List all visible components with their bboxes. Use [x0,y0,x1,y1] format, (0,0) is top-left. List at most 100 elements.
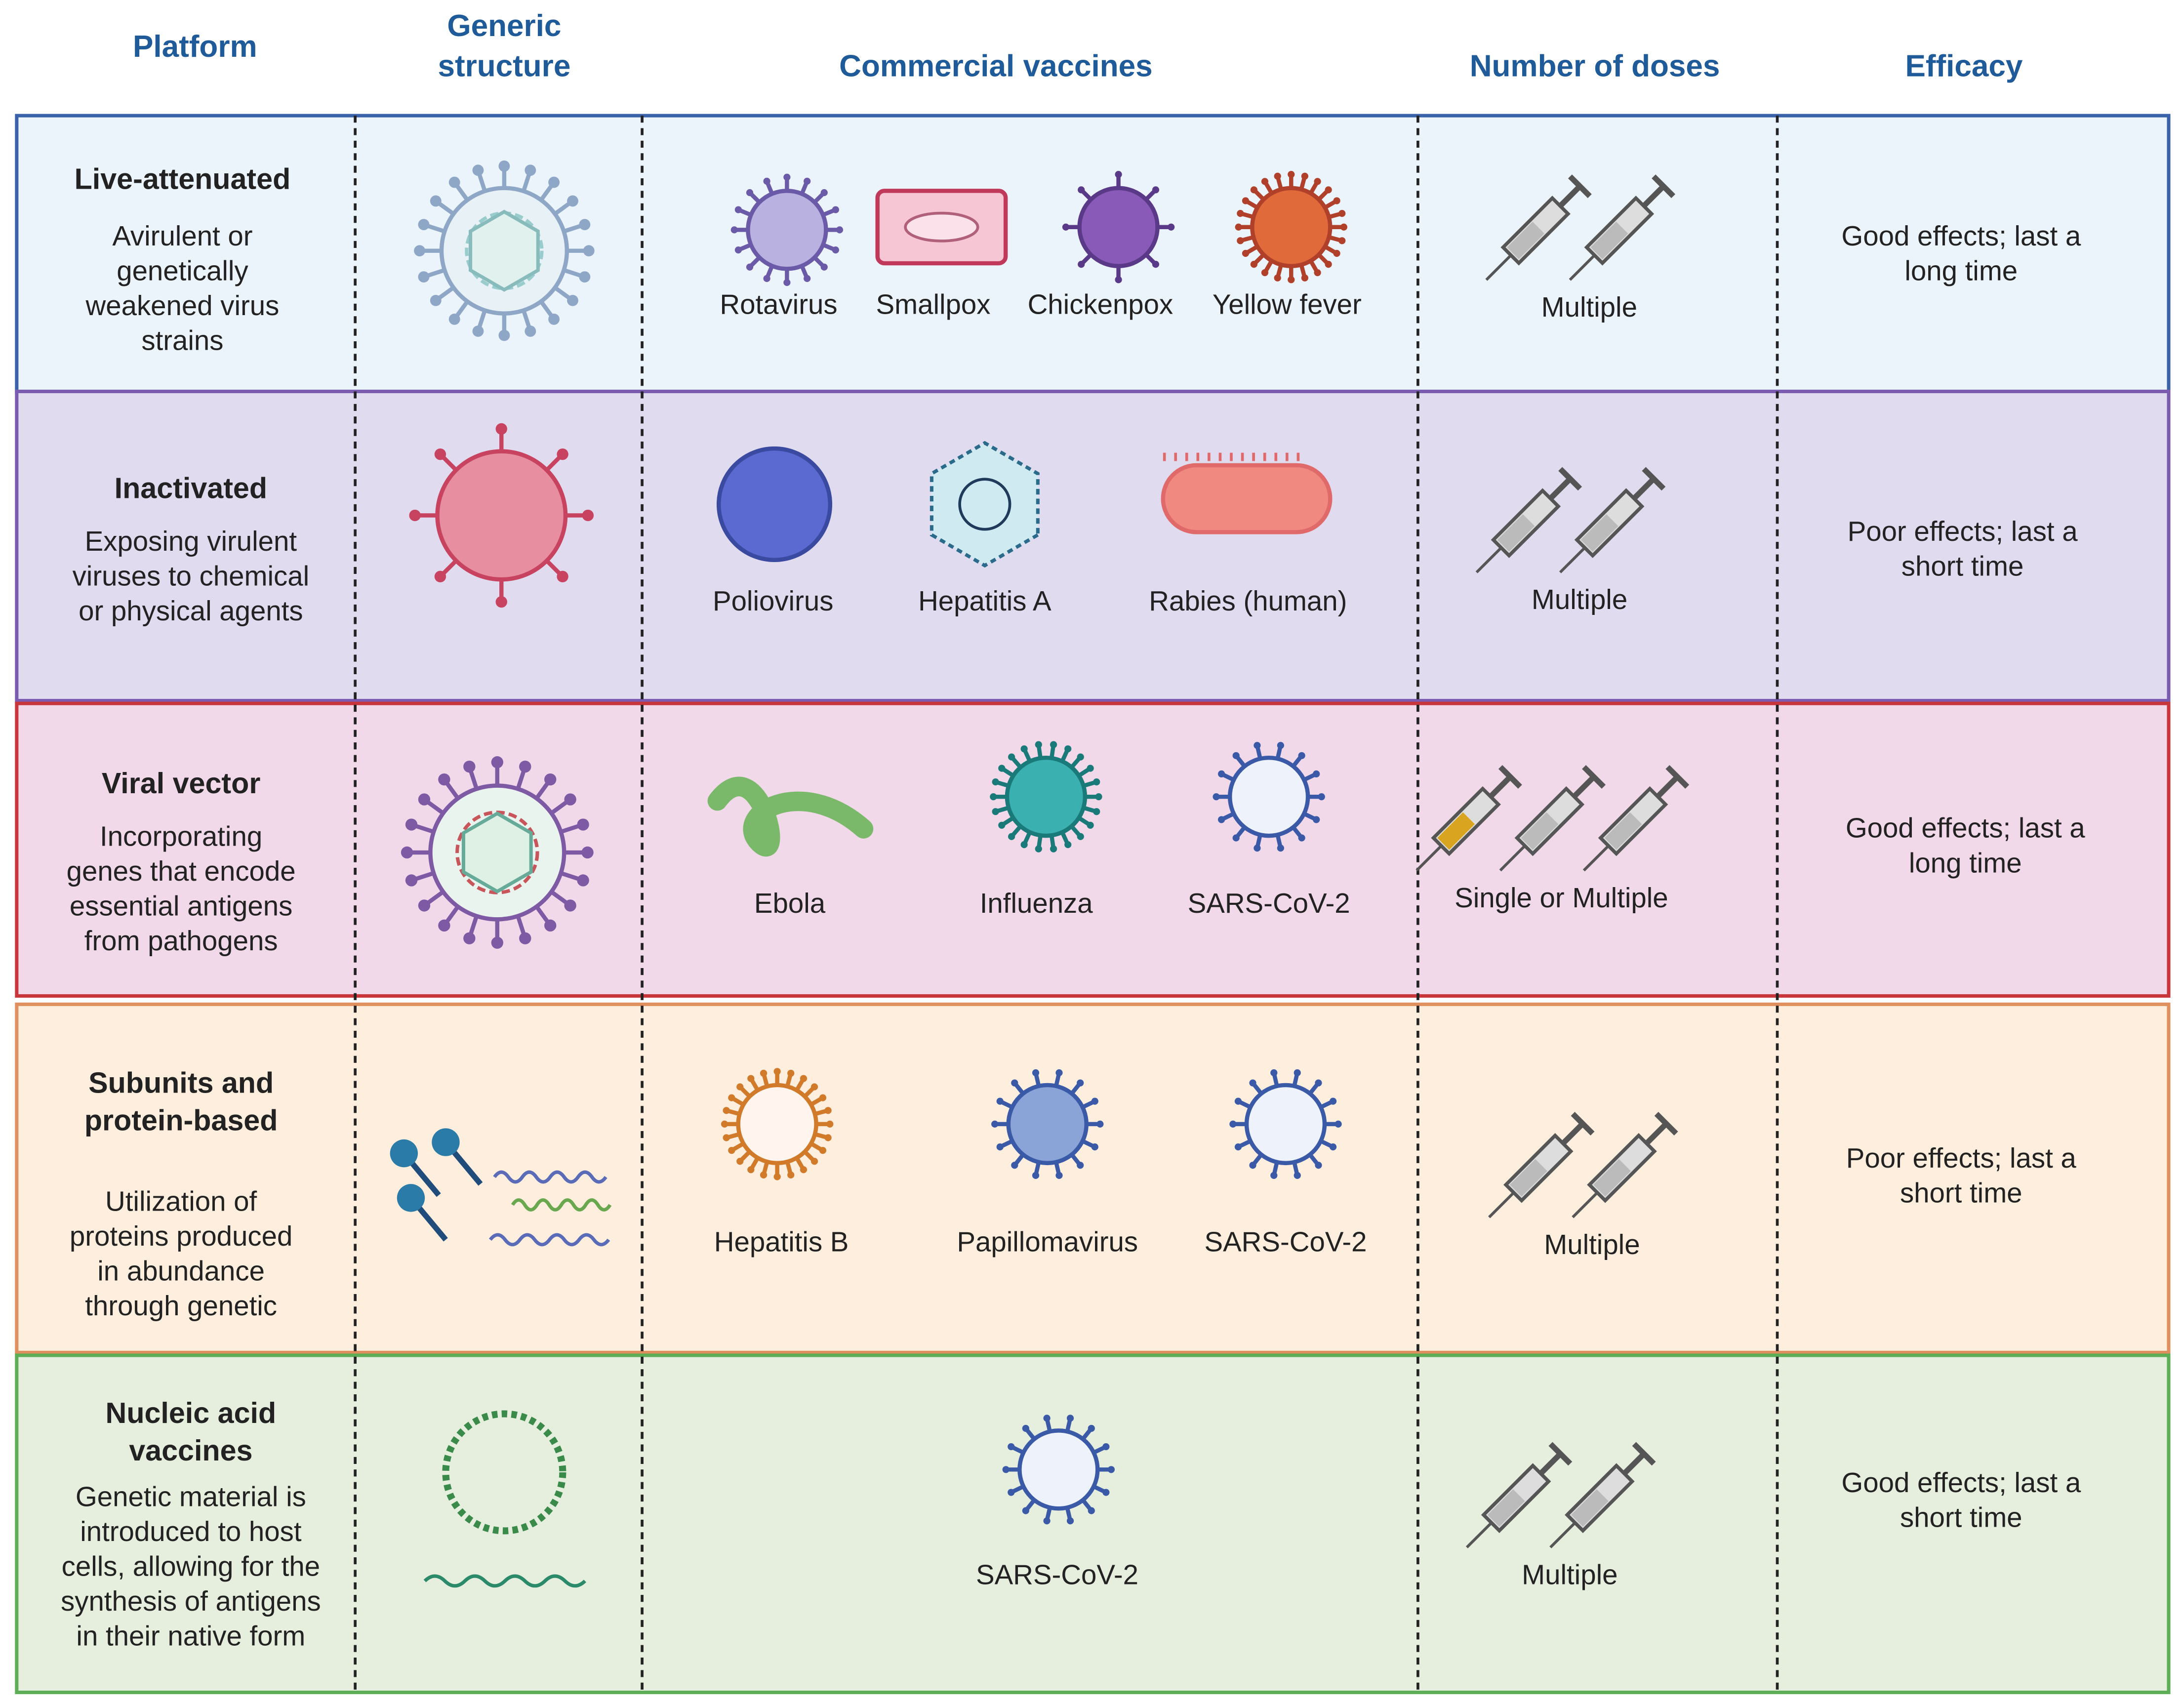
spike-tip [1335,1120,1342,1128]
syringe-icon [1465,1442,1573,1548]
platform-description: strains [141,325,223,356]
spike-tip [820,189,828,197]
spike-tip [721,1120,728,1128]
needle [1465,1522,1493,1548]
plunger-head [1571,1112,1595,1136]
spike-tip [498,329,510,341]
plunger [1548,477,1573,501]
spike-tip [819,1147,827,1154]
vaccine-name: Chickenpox [1028,288,1173,320]
spike-tip [826,1120,834,1128]
spike-tip [1008,1443,1015,1451]
spike-tip [1294,1172,1301,1179]
spike-tip [1261,178,1269,185]
row-background [15,1002,2171,1354]
hexagon [461,811,533,894]
spike-tip [760,1171,768,1178]
spike-tip [783,279,791,286]
efficacy-text: Good effects; last a [1841,1467,2081,1498]
spike-tip [1314,269,1321,277]
spike-tip [409,509,421,522]
column-header: Efficacy [1905,49,2022,83]
spike-tip [1107,1466,1115,1473]
capsid [736,1083,818,1166]
spike-tip [1066,1517,1074,1525]
capsid [1250,186,1333,268]
vaccine-name: Hepatitis B [714,1226,849,1257]
liquid [1487,1489,1525,1527]
plunger-head [1498,765,1522,789]
syringe-icon [1582,765,1690,872]
spike-tip [787,1171,795,1178]
spike-tip [1066,1415,1074,1422]
spike-tip [1020,745,1028,753]
spike-tip [1077,833,1084,840]
spike-tip [1242,249,1250,257]
spike-tip [1078,260,1085,268]
spike-tip [1035,845,1042,852]
spike-tip [1237,237,1244,244]
spike-tip [1229,1120,1237,1128]
spike-tip [763,275,770,282]
spike-tip [1055,1069,1063,1077]
spike-tip [1102,1443,1110,1451]
squiggle [488,1233,610,1247]
spike-tip [992,808,999,815]
spike-tip [747,1166,755,1174]
vaccine-name: Rabies (human) [1149,585,1347,616]
spike-tip [1093,808,1100,815]
platform-description: Utilization of [105,1186,257,1217]
spike-tip [491,756,503,769]
spike-tip [1032,1069,1040,1077]
spike-tip [525,164,536,176]
spike-tip [577,818,589,831]
spike-tip [1095,793,1102,801]
spike-tip [1062,223,1070,231]
spike-tip [1050,845,1057,852]
spike-tip [736,1158,744,1165]
spike-tip [1152,260,1160,268]
spike-tip [1064,745,1072,753]
spike-tip [998,765,1006,772]
vaccine-name: Influenza [980,888,1093,919]
spike-tip [728,1147,735,1154]
spike-tip [1091,1143,1098,1151]
spike-tip [557,570,568,583]
spike-tip [824,1134,832,1141]
spike-tip [800,1075,808,1082]
spike-tip [728,1094,735,1101]
liquid [1437,812,1475,850]
spike-tip [832,246,839,254]
spike-tip [1096,1120,1104,1128]
spike-tip [1277,844,1284,852]
spike-tip [998,821,1006,829]
ebola-icon [707,776,874,856]
column-header: Generic [447,9,561,43]
vaccine-name: SARS-CoV-2 [1188,888,1350,919]
spike-tip [1152,186,1160,194]
spike-tip [1022,1424,1029,1432]
spike-tip [1340,223,1347,231]
virus-icon [1002,1415,1115,1525]
spike-tip [747,1075,755,1082]
efficacy-text: long time [1904,255,2018,286]
spike-tip [1301,172,1308,180]
spike-tip [1249,1079,1256,1087]
spike-tip [1254,742,1261,749]
spike-tip [1315,1079,1322,1087]
platform-description: Incorporating [100,821,262,852]
spike-tip [1115,276,1122,284]
spike-tip [804,275,811,282]
spike-tip [783,173,791,181]
capsid [1227,755,1310,838]
vaccine-name: Poliovirus [713,585,833,616]
spike-tip [992,778,999,786]
spike-tip [746,263,754,271]
spike-tip [1333,197,1340,204]
spike-tip [544,773,557,786]
needle [1582,845,1610,872]
squiggle [423,1574,586,1588]
spike-tip [1011,1162,1018,1169]
platform-description: through genetic [85,1290,277,1321]
spike-tip [495,423,507,435]
